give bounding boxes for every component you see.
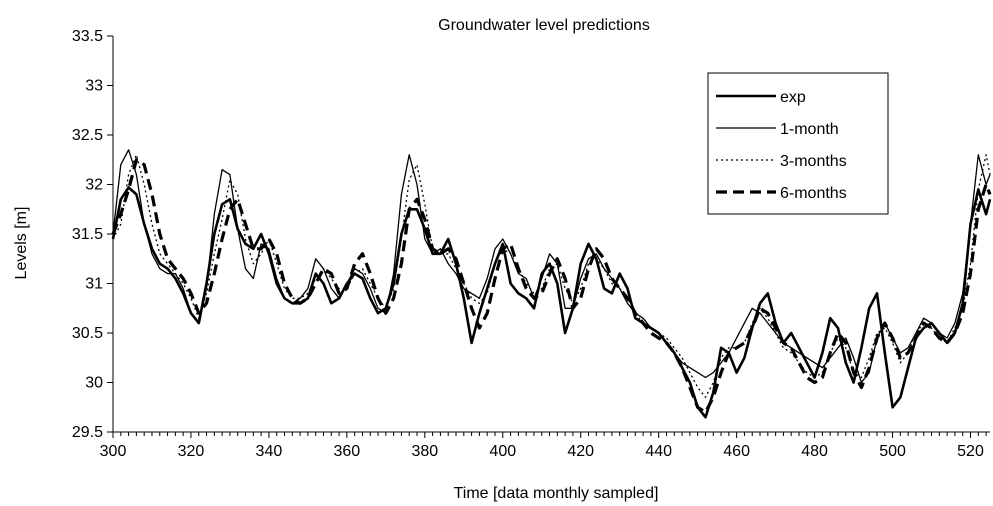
x-tick-label: 440 [645, 443, 672, 460]
y-tick-label: 32.5 [72, 127, 103, 144]
chart-title: Groundwater level predictions [438, 17, 650, 34]
x-tick-label: 340 [256, 443, 283, 460]
x-axis-title: Time [data monthly sampled] [454, 485, 659, 502]
y-tick-label: 30.5 [72, 325, 103, 342]
y-axis-title: Levels [m] [13, 207, 30, 280]
series-line-3-months [112, 154, 991, 398]
x-tick-label: 480 [801, 443, 828, 460]
x-tick-label: 300 [100, 443, 127, 460]
y-tick-label: 31.5 [72, 226, 103, 243]
legend-label-6-months: 6-months [780, 185, 847, 202]
x-tick-label: 420 [567, 443, 594, 460]
x-tick-label: 380 [411, 443, 438, 460]
y-tick-label: 30 [85, 375, 103, 392]
x-tick-label: 360 [334, 443, 361, 460]
series-line-1-month [112, 149, 991, 384]
x-tick-label: 500 [879, 443, 906, 460]
axes: 29.5 30 30.5 31 31.5 32 32.5 33 33.5 300 320 340 360… [72, 28, 990, 460]
legend-label-1-month: 1-month [780, 121, 839, 138]
x-tick-label: 320 [178, 443, 205, 460]
x-tick-label: 520 [957, 443, 984, 460]
legend-label-exp: exp [780, 89, 806, 106]
y-tick-label: 33.5 [72, 28, 103, 45]
series-line-exp [111, 186, 992, 419]
y-tick-label: 33 [85, 78, 103, 95]
x-tick-label: 460 [723, 443, 750, 460]
legend: exp 1-month 3-months 6-months [707, 72, 889, 215]
legend-label-3-months: 3-months [780, 153, 847, 170]
y-tick-label: 31 [85, 276, 103, 293]
x-tick-label: 400 [489, 443, 516, 460]
y-tick-label: 29.5 [72, 424, 103, 441]
plot-area [111, 149, 992, 419]
y-tick-label: 32 [85, 177, 103, 194]
